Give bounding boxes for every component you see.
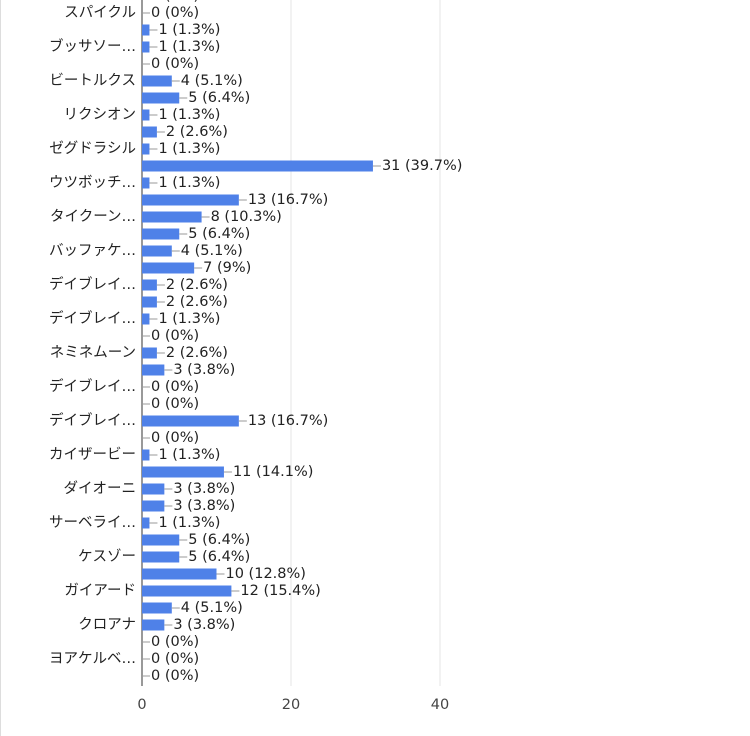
x-tick-label: 20: [282, 697, 300, 713]
category-label: タイクーン…: [50, 208, 136, 225]
bar: [142, 279, 157, 291]
category-label: クロアナ: [78, 616, 136, 633]
bar: [142, 143, 150, 155]
value-label: 10 (12.8%): [226, 566, 306, 582]
bar: [142, 160, 373, 172]
category-label: ウツボッチ…: [49, 174, 136, 191]
value-label: 4 (5.1%): [181, 73, 243, 89]
bar: [142, 347, 157, 359]
bar: [142, 296, 157, 308]
value-label: 13 (16.7%): [248, 192, 328, 208]
value-label: 2 (2.6%): [166, 124, 228, 140]
value-label: 4 (5.1%): [181, 243, 243, 259]
category-label: デイブレイ…: [49, 275, 136, 293]
value-label: 0 (0%): [151, 5, 199, 21]
bar: [142, 517, 150, 529]
category-label: ガイアード: [64, 582, 136, 599]
bar: [142, 92, 180, 104]
category-label: ビートルクス: [49, 72, 136, 89]
value-label: 1 (1.3%): [158, 107, 220, 123]
bar: [142, 211, 202, 223]
category-label: サーベライ…: [49, 515, 136, 531]
value-label: 0 (0%): [151, 328, 199, 344]
category-label: ダイオーニ: [64, 480, 137, 497]
value-label: 2 (2.6%): [166, 345, 228, 361]
category-label: ブッサソー…: [49, 37, 136, 55]
value-label: 7 (9%): [203, 260, 251, 276]
category-label: ネミネムーン: [50, 344, 136, 361]
bar: [142, 585, 232, 597]
value-label: 3 (3.8%): [173, 617, 235, 633]
value-label: 0 (0%): [151, 396, 199, 412]
bar: [142, 228, 180, 240]
value-label: 0 (0%): [151, 668, 199, 684]
bar: [142, 177, 150, 189]
value-label: 1 (1.3%): [158, 22, 220, 38]
value-label: 0 (0%): [151, 430, 199, 446]
value-label: 0 (0%): [151, 0, 199, 4]
bar: [142, 449, 150, 461]
bar: [142, 194, 239, 206]
category-label: デイブレイ…: [49, 377, 136, 395]
category-label: ヨアケルベ…: [49, 650, 136, 667]
value-label: 5 (6.4%): [188, 226, 250, 242]
bar: [142, 41, 150, 53]
value-label: 12 (15.4%): [240, 583, 320, 599]
value-label: 11 (14.1%): [233, 464, 313, 480]
bar: [142, 619, 165, 631]
bar: [142, 500, 165, 512]
value-label: 3 (3.8%): [173, 362, 235, 378]
category-label: デイブレイ…: [49, 411, 136, 429]
value-label: 8 (10.3%): [211, 209, 282, 225]
bar: [142, 415, 239, 427]
bar: [142, 466, 224, 478]
value-label: 1 (1.3%): [158, 141, 220, 157]
category-label: リクシオン: [64, 106, 137, 123]
value-label: 4 (5.1%): [181, 600, 243, 616]
bar: [142, 126, 157, 138]
value-label: 1 (1.3%): [158, 515, 220, 531]
bar: [142, 534, 180, 546]
value-label: 13 (16.7%): [248, 413, 328, 429]
value-label: 5 (6.4%): [188, 549, 250, 565]
bar: [142, 602, 172, 614]
value-label: 1 (1.3%): [158, 447, 220, 463]
bar: [142, 364, 165, 376]
value-label: 0 (0%): [151, 56, 199, 72]
bar: [142, 483, 165, 495]
value-label: 2 (2.6%): [166, 294, 228, 310]
value-label: 1 (1.3%): [158, 175, 220, 191]
bar: [142, 262, 195, 274]
category-label: ゼグドラシル: [49, 140, 136, 157]
value-label: 1 (1.3%): [158, 39, 220, 55]
bar: [142, 568, 217, 580]
bar: [142, 313, 150, 325]
category-label: カイザービー: [49, 446, 136, 463]
value-label: 1 (1.3%): [158, 311, 220, 327]
x-tick-label: 0: [137, 697, 146, 713]
value-label: 2 (2.6%): [166, 277, 228, 293]
category-label: デイブレイ…: [49, 309, 136, 327]
x-tick-label: 40: [431, 697, 449, 713]
bar: [142, 109, 150, 121]
value-label: 0 (0%): [151, 651, 199, 667]
value-label: 0 (0%): [151, 634, 199, 650]
category-label: バッファケ…: [49, 242, 136, 259]
bar: [142, 75, 172, 87]
value-label: 5 (6.4%): [188, 532, 250, 548]
bar: [142, 24, 150, 36]
value-label: 3 (3.8%): [173, 481, 235, 497]
category-label: ケスゾー: [78, 548, 136, 565]
value-label: 0 (0%): [151, 379, 199, 395]
value-label: 5 (6.4%): [188, 90, 250, 106]
value-label: 3 (3.8%): [173, 498, 235, 514]
bar: [142, 245, 172, 257]
value-label: 31 (39.7%): [382, 158, 462, 174]
category-label: スパイクル: [64, 4, 136, 21]
bar: [142, 551, 180, 563]
